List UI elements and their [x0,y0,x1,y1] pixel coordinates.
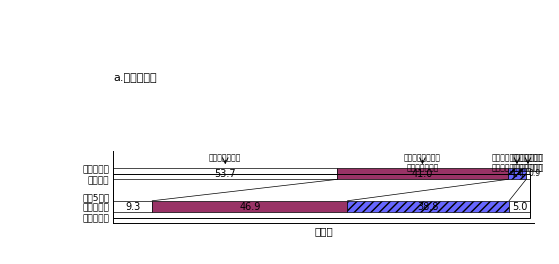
Bar [113,168,337,179]
Text: 41.0: 41.0 [412,169,433,178]
Text: 4.4: 4.4 [511,169,523,178]
Bar [337,168,508,179]
Text: 5.0: 5.0 [512,201,527,211]
Text: 4.4: 4.4 [509,169,524,178]
Text: 0.9: 0.9 [528,169,541,178]
Bar [348,201,509,212]
Bar [113,174,530,218]
Bar [113,201,152,212]
Bar [508,168,526,179]
Bar [152,201,348,212]
Text: どちらかといえば
長期継続的雇用: どちらかといえば 長期継続的雇用 [404,153,441,173]
Text: 53.7: 53.7 [215,169,236,178]
Text: a.雇用形態面: a.雇用形態面 [113,73,157,83]
Bar [509,201,530,212]
Bar [526,168,530,179]
Text: 長期継続性を前
提としない雇用: 長期継続性を前 提としない雇用 [512,153,544,173]
Text: 長期継続的雇用: 長期継続的雇用 [209,153,241,162]
Text: 46.9: 46.9 [239,201,260,211]
X-axis label: （％）: （％） [314,226,333,236]
Text: どちらかといえば長期継
続性を前提としない雇用: どちらかといえば長期継 続性を前提としない雇用 [491,153,542,173]
Text: 9.3: 9.3 [125,201,140,211]
Text: 38.8: 38.8 [418,201,439,211]
